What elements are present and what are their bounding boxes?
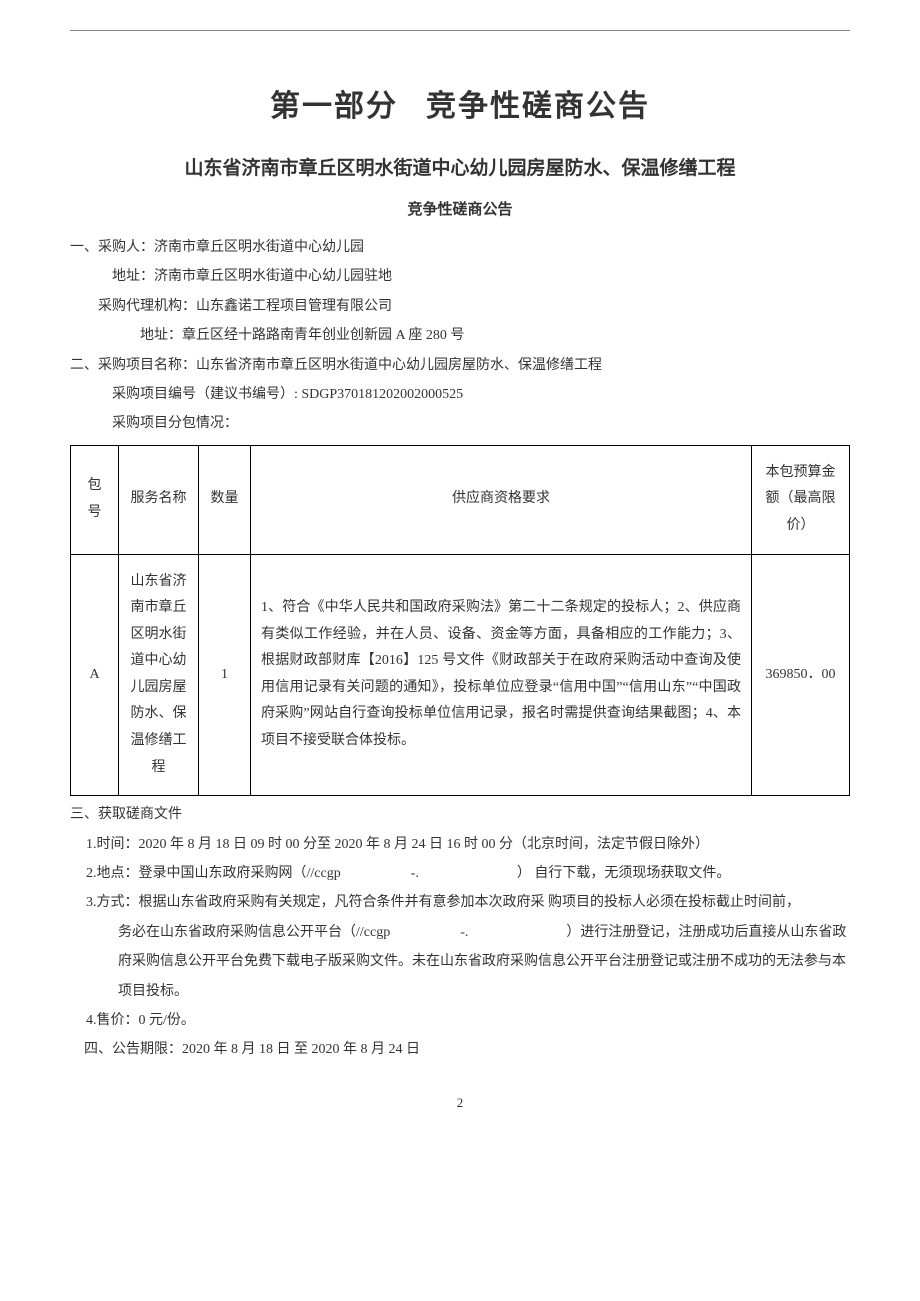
- title-part-a: 第一部分: [270, 90, 398, 123]
- s3-item1: 1.时间：2020 年 8 月 18 日 09 时 00 分至 2020 年 8…: [70, 830, 850, 859]
- th-req: 供应商资格要求: [251, 445, 752, 554]
- s2-line2: 采购项目编号（建议书编号）: SDGP370181202002000525: [70, 380, 850, 409]
- s2-label: 二、采购项目名称：: [70, 358, 196, 373]
- s3-label: 三、获取磋商文件: [70, 800, 850, 829]
- body: 一、采购人：济南市章丘区明水街道中心幼儿园 地址：济南市章丘区明水街道中心幼儿园…: [70, 233, 850, 1065]
- s3-item2: 2.地点：登录中国山东政府采购网（//ccgp -. ） 自行下载，无须现场获取…: [70, 859, 850, 888]
- package-table: 包号 服务名称 数量 供应商资格要求 本包预算金额（最高限价） A 山东省济南市…: [70, 445, 850, 797]
- s1-addr-label: 地址：: [112, 269, 154, 284]
- main-title: 第一部分竞争性磋商公告: [70, 81, 850, 125]
- th-service: 服务名称: [119, 445, 199, 554]
- top-rule: [70, 30, 850, 31]
- s2-num: SDGP370181202002000525: [298, 387, 463, 402]
- s2-name: 山东省济南市章丘区明水街道中心幼儿园房屋防水、保温修缮工程: [196, 358, 602, 373]
- td-budget: 369850．00: [752, 554, 850, 796]
- document-page: 第一部分竞争性磋商公告 山东省济南市章丘区明水街道中心幼儿园房屋防水、保温修缮工…: [0, 0, 920, 1151]
- s2-line3: 采购项目分包情况：: [70, 409, 850, 438]
- s4-line: 四、公告期限：2020 年 8 月 18 日 至 2020 年 8 月 24 日: [70, 1035, 850, 1064]
- s1-label: 一、采购人：: [70, 240, 154, 255]
- title-part-b: 竞争性磋商公告: [426, 90, 650, 123]
- s3-item3b: 务必在山东省政府采购信息公开平台（//ccgp -. ）进行注册登记，注册成功后…: [70, 918, 850, 1006]
- s3-item3a: 3.方式：根据山东省政府采购有关规定，凡符合条件并有意参加本次政府采 购项目的投…: [70, 888, 850, 917]
- s3-item4: 4.售价：0 元/份。: [70, 1006, 850, 1035]
- s2-line1: 二、采购项目名称：山东省济南市章丘区明水街道中心幼儿园房屋防水、保温修缮工程: [70, 351, 850, 380]
- s1-addr: 济南市章丘区明水街道中心幼儿园驻地: [154, 269, 392, 284]
- table-row: A 山东省济南市章丘区明水街道中心幼儿园房屋防水、保温修缮工程 1 1、符合《中…: [71, 554, 850, 796]
- s1-agency-addr: 章丘区经十路路南青年创业创新园 A 座 280 号: [182, 328, 464, 343]
- s1-line1: 一、采购人：济南市章丘区明水街道中心幼儿园: [70, 233, 850, 262]
- td-service: 山东省济南市章丘区明水街道中心幼儿园房屋防水、保温修缮工程: [119, 554, 199, 796]
- th-pkg-no: 包号: [71, 445, 119, 554]
- s1-line4: 地址：章丘区经十路路南青年创业创新园 A 座 280 号: [70, 321, 850, 350]
- s1-line3: 采购代理机构：山东鑫诺工程项目管理有限公司: [70, 292, 850, 321]
- td-qty: 1: [199, 554, 251, 796]
- table-header-row: 包号 服务名称 数量 供应商资格要求 本包预算金额（最高限价）: [71, 445, 850, 554]
- small-title: 竞争性磋商公告: [70, 198, 850, 219]
- th-budget: 本包预算金额（最高限价）: [752, 445, 850, 554]
- s2-num-label: 采购项目编号（建议书编号）:: [112, 387, 298, 402]
- project-title: 山东省济南市章丘区明水街道中心幼儿园房屋防水、保温修缮工程: [70, 153, 850, 180]
- s1-agency: 山东鑫诺工程项目管理有限公司: [196, 299, 392, 314]
- td-pkg-no: A: [71, 554, 119, 796]
- s1-agency-label: 采购代理机构：: [98, 299, 196, 314]
- s1-line2: 地址：济南市章丘区明水街道中心幼儿园驻地: [70, 262, 850, 291]
- s1-agency-addr-label: 地址：: [140, 328, 182, 343]
- s1-purchaser: 济南市章丘区明水街道中心幼儿园: [154, 240, 364, 255]
- th-qty: 数量: [199, 445, 251, 554]
- page-number: 2: [70, 1095, 850, 1111]
- td-req: 1、符合《中华人民共和国政府采购法》第二十二条规定的投标人；2、供应商有类似工作…: [251, 554, 752, 796]
